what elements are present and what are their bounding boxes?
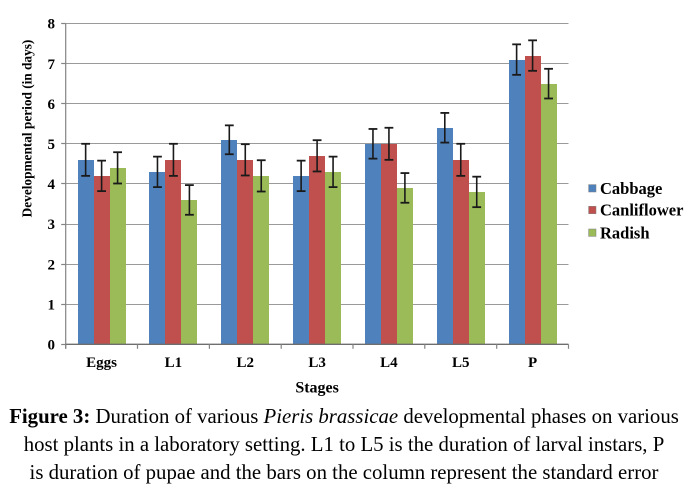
svg-text:L5: L5	[452, 355, 470, 371]
svg-text:Cabbage: Cabbage	[600, 179, 662, 198]
svg-text:6: 6	[48, 97, 56, 113]
svg-text:7: 7	[48, 57, 56, 73]
svg-text:Canliflower: Canliflower	[600, 201, 683, 220]
svg-text:5: 5	[48, 137, 56, 153]
svg-text:1: 1	[48, 297, 56, 313]
svg-text:3: 3	[48, 217, 56, 233]
svg-text:Stages: Stages	[295, 380, 339, 397]
svg-text:L3: L3	[308, 355, 326, 371]
svg-text:L4: L4	[380, 355, 398, 371]
svg-text:Developmental period (in days): Developmental period (in days)	[19, 40, 34, 218]
svg-text:L2: L2	[237, 355, 255, 371]
svg-text:L1: L1	[165, 355, 183, 371]
svg-text:4: 4	[48, 177, 56, 193]
svg-text:Radish: Radish	[600, 223, 650, 242]
svg-text:2: 2	[48, 257, 56, 273]
svg-text:P: P	[528, 355, 537, 371]
svg-text:Eggs: Eggs	[86, 355, 117, 371]
svg-text:8: 8	[48, 17, 56, 33]
svg-text:0: 0	[48, 338, 56, 354]
